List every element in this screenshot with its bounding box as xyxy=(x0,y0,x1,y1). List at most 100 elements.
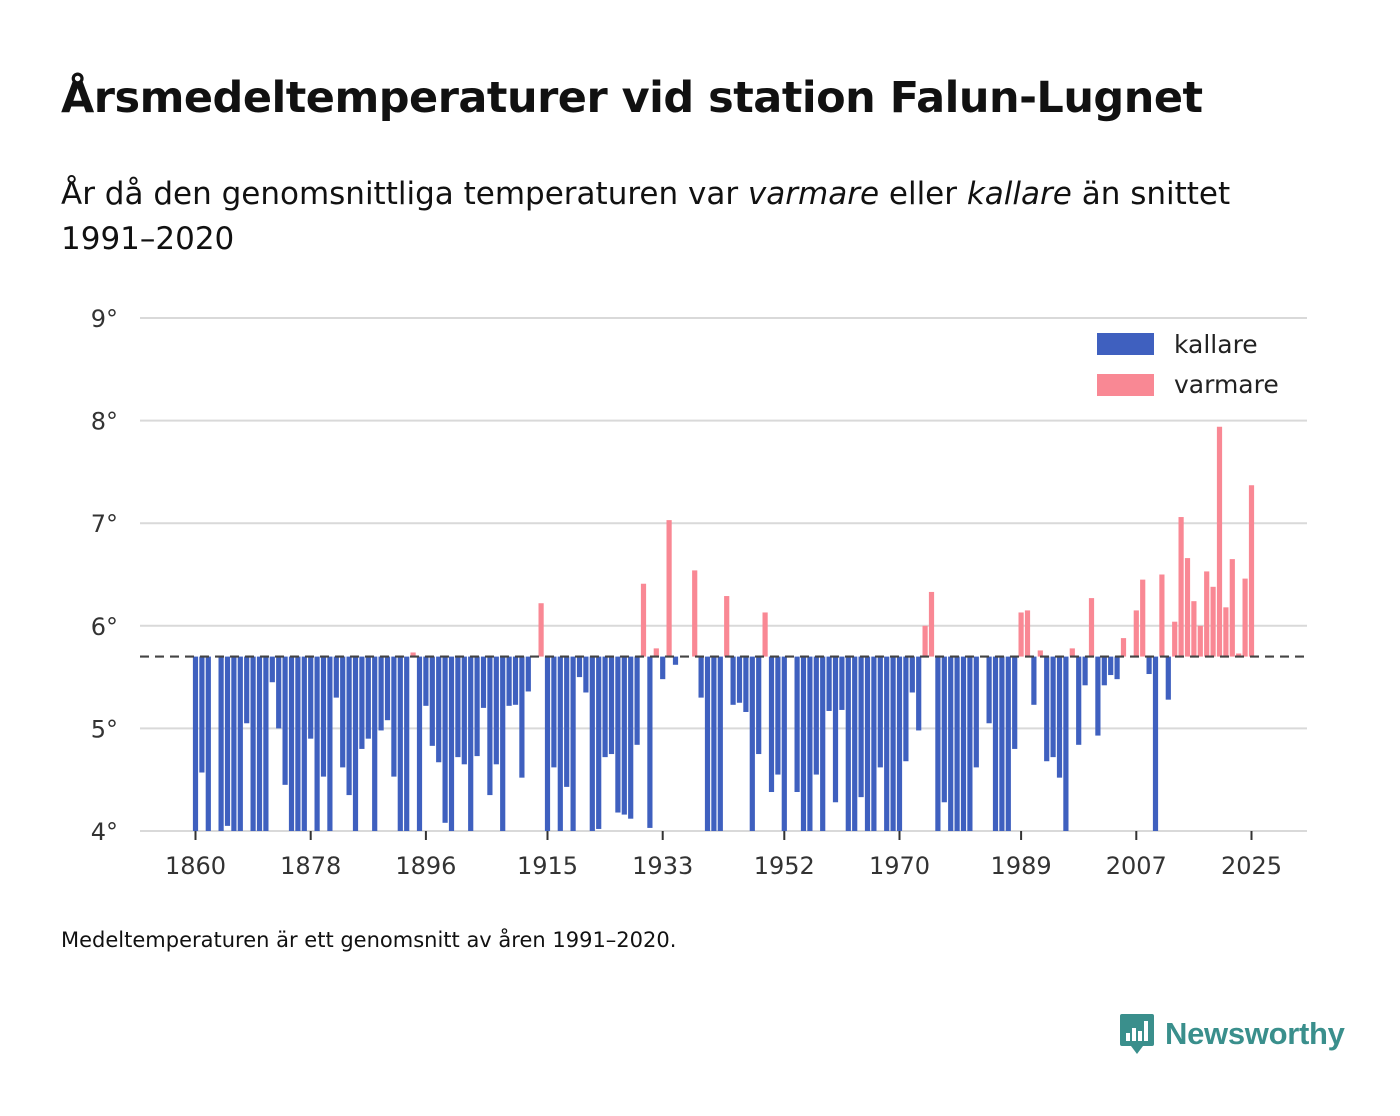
bar-1928 xyxy=(628,656,634,819)
bar-1985 xyxy=(992,656,999,831)
bar-2004 xyxy=(1114,656,1120,680)
x-tick-label-2025: 2025 xyxy=(1221,852,1282,880)
bar-1967 xyxy=(877,656,883,768)
bar-1956 xyxy=(807,656,813,831)
bar-1984 xyxy=(986,656,992,724)
subtitle-prefix: År då den genomsnittliga temperaturen va… xyxy=(61,176,748,212)
bar-1960 xyxy=(832,656,839,803)
y-tick-label-6: 6° xyxy=(91,613,118,641)
bar-1978 xyxy=(948,656,954,831)
bar-1966 xyxy=(871,656,877,831)
subtitle-warm-word: varmare xyxy=(747,176,880,212)
bar-1927 xyxy=(621,656,627,815)
bar-1961 xyxy=(839,656,845,710)
bar-1907 xyxy=(493,656,499,765)
x-tick-label-1896: 1896 xyxy=(395,852,456,880)
bar-1897 xyxy=(429,656,435,746)
bar-1871 xyxy=(263,656,269,831)
bar-2023 xyxy=(1236,653,1242,657)
y-tick-label-7: 7° xyxy=(91,510,118,538)
newsworthy-logo-icon xyxy=(1120,1014,1154,1054)
bar-1934 xyxy=(666,520,672,657)
bar-1923 xyxy=(596,656,602,829)
bar-2017 xyxy=(1197,625,1203,657)
legend-swatch-kallare xyxy=(1097,333,1154,355)
bar-1898 xyxy=(436,656,442,763)
bar-1879 xyxy=(314,656,320,831)
bar-1930 xyxy=(640,583,647,657)
bar-2019 xyxy=(1210,586,1216,657)
bar-1932 xyxy=(653,648,659,657)
bar-1905 xyxy=(480,656,487,708)
bar-1874 xyxy=(282,656,288,785)
bar-2022 xyxy=(1229,559,1235,657)
bar-1883 xyxy=(340,656,346,768)
bar-1921 xyxy=(583,656,589,693)
y-tick-label-9: 9° xyxy=(91,305,118,333)
bar-1991 xyxy=(1031,656,1037,705)
bar-1931 xyxy=(647,656,653,828)
bar-1987 xyxy=(1005,656,1011,831)
bar-1902 xyxy=(461,656,467,765)
chart-footnote: Medeltemperaturen är ett genomsnitt av å… xyxy=(61,928,677,952)
bar-1997 xyxy=(1069,648,1075,657)
bar-1971 xyxy=(903,656,909,762)
y-axis: 4° 5° 6° 7° 8° 9° xyxy=(91,305,118,846)
bar-1869 xyxy=(250,656,256,831)
x-tick-label-1878: 1878 xyxy=(280,852,341,880)
bar-2002 xyxy=(1101,656,1107,686)
bar-1988 xyxy=(1012,656,1018,749)
bar-1943 xyxy=(724,596,730,657)
x-tick-label-1860: 1860 xyxy=(165,852,226,880)
subtitle-cold-word: kallare xyxy=(966,176,1072,212)
bar-1873 xyxy=(276,656,282,729)
bar-2021 xyxy=(1223,607,1229,657)
bar-1989 xyxy=(1018,612,1024,657)
bar-1890 xyxy=(384,656,391,721)
bar-1901 xyxy=(455,656,461,758)
bar-1889 xyxy=(378,656,384,731)
bar-1945 xyxy=(736,656,743,703)
bar-1922 xyxy=(589,656,595,831)
bar-1929 xyxy=(634,656,640,745)
bar-1875 xyxy=(288,656,295,831)
bar-1948 xyxy=(756,656,762,755)
bar-1866 xyxy=(231,656,237,831)
legend-label-varmare: varmare xyxy=(1174,370,1279,399)
bar-1964 xyxy=(858,656,864,798)
bar-1887 xyxy=(365,656,371,739)
bar-1888 xyxy=(372,656,378,831)
bar-1917 xyxy=(557,656,563,831)
bar-1899 xyxy=(442,656,448,823)
bar-1996 xyxy=(1063,656,1069,831)
bar-1981 xyxy=(967,656,973,831)
bar-1986 xyxy=(999,656,1005,831)
bar-1920 xyxy=(576,656,583,678)
bar-1993 xyxy=(1044,656,1050,762)
bar-2013 xyxy=(1172,621,1178,657)
y-tick-label-4: 4° xyxy=(91,818,118,846)
bar-1893 xyxy=(404,656,410,831)
bar-2007 xyxy=(1133,610,1139,657)
bar-1892 xyxy=(397,656,403,831)
y-tick-label-5: 5° xyxy=(91,715,118,743)
subtitle-suffix: än snittet 1991–2020 xyxy=(61,176,1231,257)
bar-1995 xyxy=(1056,656,1063,778)
subtitle-middle: eller xyxy=(879,176,967,212)
bar-1914 xyxy=(538,603,544,657)
bar-1894 xyxy=(410,652,416,657)
bar-2016 xyxy=(1191,601,1197,657)
x-tick-label-1970: 1970 xyxy=(869,852,930,880)
bar-1912 xyxy=(525,656,531,692)
bar-1980 xyxy=(960,656,967,831)
bar-1909 xyxy=(506,656,512,706)
bar-1867 xyxy=(237,656,243,831)
bar-1946 xyxy=(743,656,749,712)
bar-2018 xyxy=(1204,571,1210,657)
bar-1878 xyxy=(308,656,314,739)
bar-1977 xyxy=(941,656,947,803)
bar-1926 xyxy=(615,656,621,813)
chart-subtitle: År då den genomsnittliga temperaturen va… xyxy=(61,172,1321,262)
legend-swatch-varmare xyxy=(1097,374,1154,396)
bar-1896 xyxy=(423,656,429,706)
